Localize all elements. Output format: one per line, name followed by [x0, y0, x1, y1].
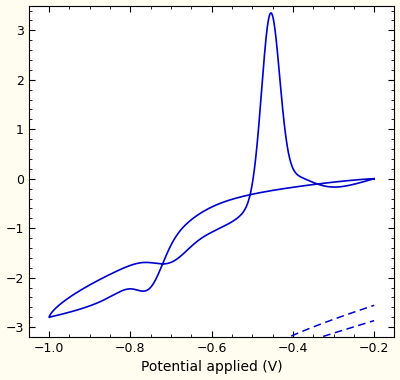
- X-axis label: Potential applied (V): Potential applied (V): [141, 361, 282, 374]
